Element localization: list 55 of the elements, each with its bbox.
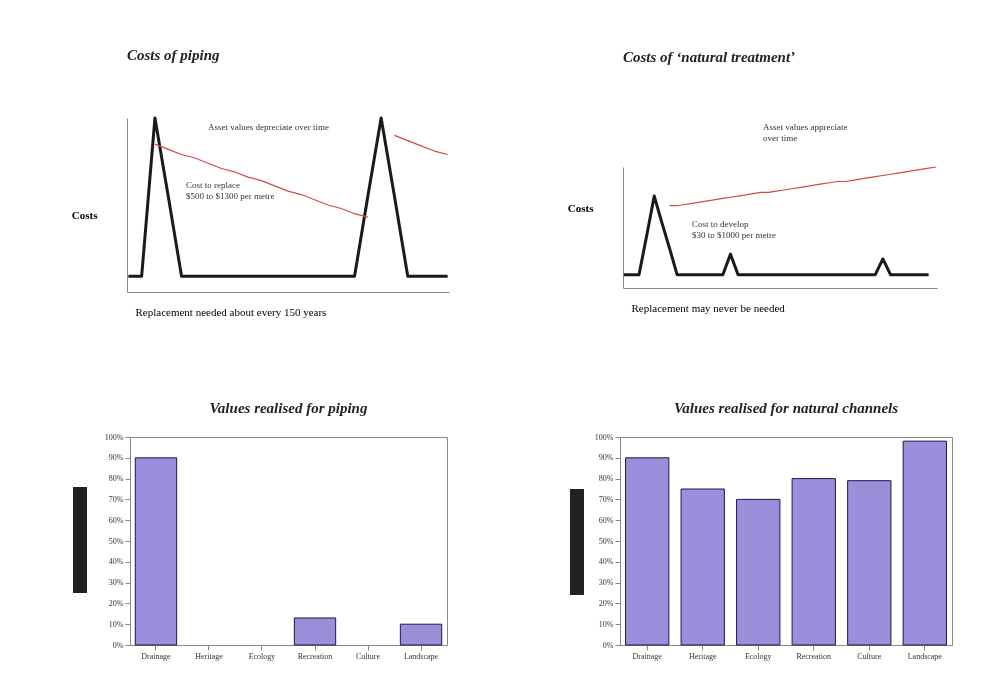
y-tick-label: 30% <box>598 578 614 588</box>
bar <box>293 617 337 646</box>
bar <box>625 457 670 646</box>
y-tick-label: 40% <box>108 557 124 567</box>
bar <box>791 478 836 646</box>
x-tick-label: Heritage <box>195 651 224 661</box>
y-tick-label: 90% <box>108 453 124 463</box>
bar <box>847 480 892 646</box>
y-tick-label: 20% <box>598 598 614 608</box>
y-tick-label: 80% <box>598 474 614 484</box>
x-tick-label: Recreation <box>297 651 333 661</box>
x-tick-label: Ecology <box>248 651 276 661</box>
bar <box>736 498 781 646</box>
y-tick-label: 70% <box>108 494 124 504</box>
y-tick-label: 100% <box>104 432 124 442</box>
x-axis-title: Replacement needed about every 150 years <box>135 305 327 318</box>
text: Asset values appreciate over time <box>763 122 848 144</box>
bar <box>134 457 178 646</box>
y-tick-label: 20% <box>108 598 124 608</box>
x-tick-label: Culture <box>857 651 882 661</box>
y-tick-label: 10% <box>108 619 124 629</box>
y-tick-label: 10% <box>598 619 614 629</box>
x-tick-label: Heritage <box>688 651 717 661</box>
y-tick-label: 50% <box>598 536 614 546</box>
chart-title: Values realised for natural channels <box>673 400 899 416</box>
y-tick-label: 60% <box>598 515 614 525</box>
y-tick-label: 0% <box>602 640 614 650</box>
x-tick-label: Recreation <box>796 651 832 661</box>
y-tick-label: 100% <box>594 432 614 442</box>
bar <box>399 623 443 646</box>
y-tick-label: 70% <box>598 494 614 504</box>
annotation: Cost to develop $30 to $1000 per metre <box>692 219 776 241</box>
bar <box>680 488 725 646</box>
y-tick-label: 30% <box>108 578 124 588</box>
x-tick-label: Landscape <box>907 651 943 661</box>
chart-title: Costs of piping <box>127 46 221 63</box>
x-tick-label: Ecology <box>744 651 772 661</box>
y-tick-label: 80% <box>108 474 124 484</box>
bar <box>902 440 947 646</box>
y-axis-title: Costs <box>567 201 595 214</box>
y-tick-label: 90% <box>598 453 614 463</box>
y-tick-label: 0% <box>112 640 124 650</box>
x-tick-label: Culture <box>356 651 381 661</box>
x-axis-title: Replacement may never be needed <box>631 301 786 314</box>
y-tick-label: 50% <box>108 536 124 546</box>
y-tick-label: 40% <box>598 557 614 567</box>
y-tick-label: 60% <box>108 515 124 525</box>
annotation: Asset values depreciate over time <box>208 122 329 133</box>
y-axis-title: Costs <box>71 208 99 221</box>
chart-title: Costs of ‘natural treatment’ <box>623 49 796 66</box>
x-tick-label: Drainage <box>141 651 172 661</box>
annotation: Cost to replace $500 to $1300 per metre <box>186 179 275 201</box>
x-tick-label: Drainage <box>632 651 663 661</box>
chart-title: Values realised for piping <box>209 400 368 416</box>
x-tick-label: Landscape <box>403 651 439 661</box>
